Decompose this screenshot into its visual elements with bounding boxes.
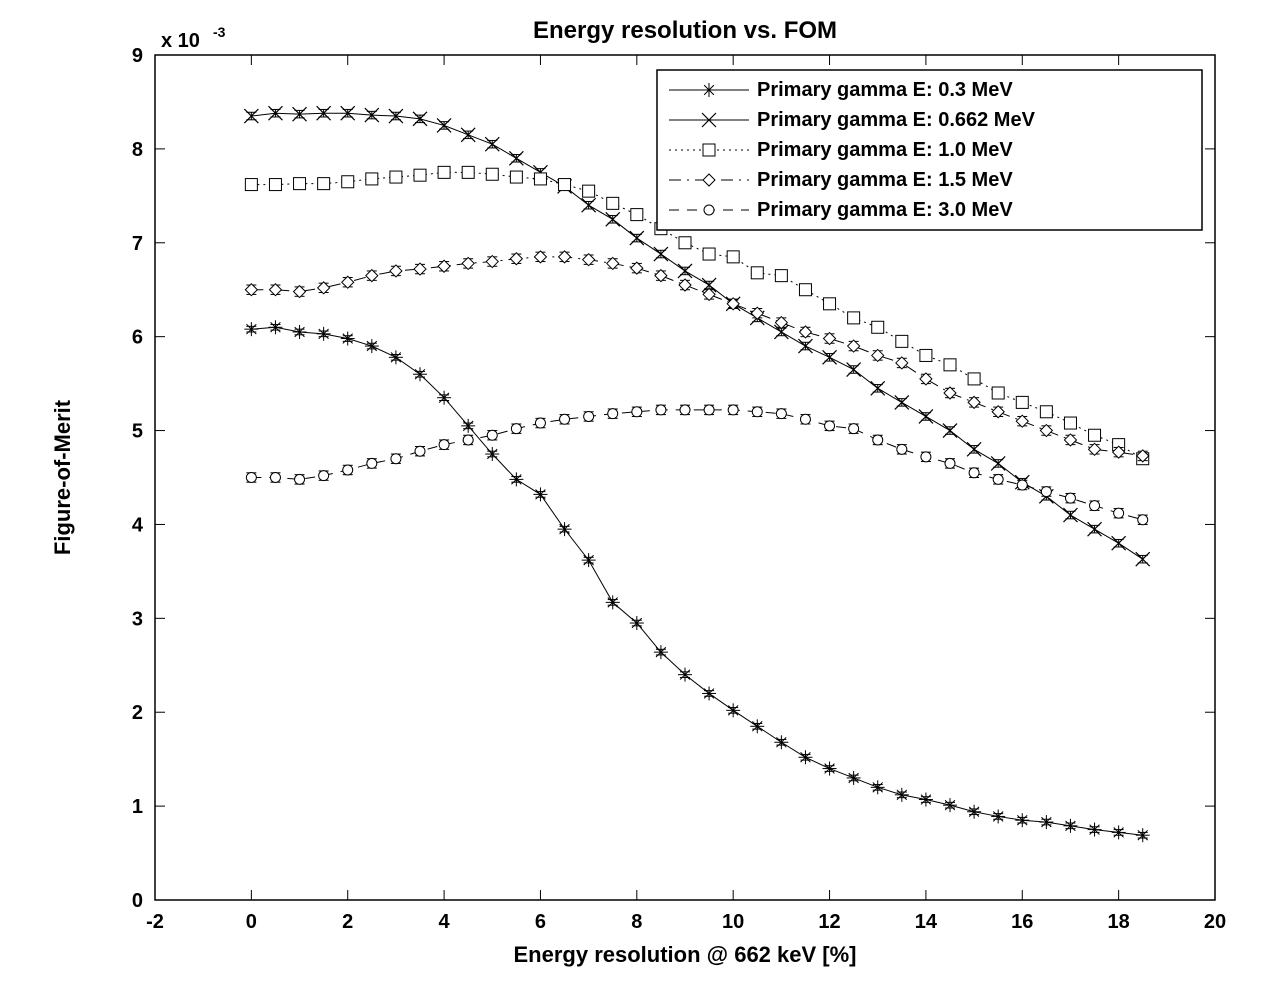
x-tick-label: 16 [1011,911,1033,933]
x-tick-label: 2 [342,911,353,933]
y-tick-label: 0 [132,890,143,912]
x-tick-label: 0 [246,911,257,933]
x-tick-label: 12 [818,911,840,933]
x-tick-label: 8 [631,911,642,933]
x-tick-label: 14 [915,911,938,933]
chart-svg: -2024681012141618200123456789Energy reso… [0,0,1265,987]
y-axis-label: Figure-of-Merit [50,399,75,555]
x-tick-label: 18 [1108,911,1130,933]
x-tick-label: 10 [722,911,744,933]
x-tick-label: 4 [439,911,451,933]
y-tick-label: 2 [132,702,143,724]
x-axis-label: Energy resolution @ 662 keV [%] [514,942,857,967]
x-tick-label: -2 [146,911,164,933]
y-tick-label: 8 [132,139,143,161]
y-tick-label: 7 [132,233,143,255]
y-tick-label: 6 [132,327,143,349]
x-tick-label: 20 [1204,911,1226,933]
legend-label: Primary gamma E: 0.662 MeV [757,109,1036,131]
legend-label: Primary gamma E: 3.0 MeV [757,199,1013,221]
legend-label: Primary gamma E: 1.5 MeV [757,169,1013,191]
x-tick-label: 6 [535,911,546,933]
y-tick-label: 3 [132,608,143,630]
y-tick-label: 4 [132,514,144,536]
y-tick-label: 9 [132,45,143,67]
legend-label: Primary gamma E: 0.3 MeV [757,79,1013,101]
legend-label: Primary gamma E: 1.0 MeV [757,139,1013,161]
y-tick-label: 5 [132,421,143,443]
svg-text:x 10: x 10 [161,30,200,52]
legend: Primary gamma E: 0.3 MeV Primary gamma E:… [657,70,1202,230]
chart-title: Energy resolution vs. FOM [533,17,837,44]
svg-text:-3: -3 [213,24,226,40]
chart-container: -2024681012141618200123456789Energy reso… [0,0,1265,987]
y-tick-label: 1 [132,796,143,818]
